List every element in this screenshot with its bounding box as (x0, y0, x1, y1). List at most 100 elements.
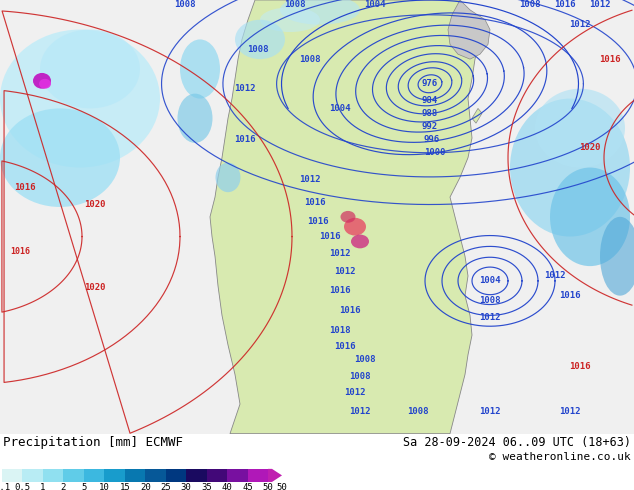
Ellipse shape (0, 29, 160, 168)
Text: © weatheronline.co.uk: © weatheronline.co.uk (489, 452, 631, 462)
Text: 30: 30 (181, 483, 191, 490)
Text: 1016: 1016 (569, 362, 591, 371)
Bar (227, 469, 247, 482)
Text: 50: 50 (262, 483, 273, 490)
Bar (207, 469, 227, 482)
Text: 1004: 1004 (365, 0, 385, 9)
Text: 1020: 1020 (579, 144, 601, 152)
Text: 1004: 1004 (479, 276, 501, 285)
Text: 988: 988 (422, 109, 438, 118)
Text: Precipitation [mm] ECMWF: Precipitation [mm] ECMWF (3, 436, 183, 449)
Text: 1008: 1008 (247, 45, 269, 54)
Text: 996: 996 (424, 135, 440, 145)
Bar (186, 469, 207, 482)
Text: 1016: 1016 (599, 54, 621, 64)
Text: 1016: 1016 (334, 343, 356, 351)
Text: 0.5: 0.5 (15, 483, 30, 490)
Text: 35: 35 (201, 483, 212, 490)
Bar (165, 469, 186, 482)
Text: 1008: 1008 (407, 408, 429, 416)
Text: 1018: 1018 (329, 326, 351, 335)
Ellipse shape (235, 20, 285, 59)
Ellipse shape (178, 94, 212, 143)
Bar (84, 469, 105, 482)
Text: 20: 20 (140, 483, 151, 490)
Bar (22, 469, 43, 482)
Text: 1008: 1008 (354, 355, 376, 364)
Text: 1012: 1012 (344, 388, 366, 397)
Text: 1012: 1012 (349, 408, 371, 416)
Text: 976: 976 (422, 79, 438, 88)
Bar (2, 469, 22, 482)
Ellipse shape (510, 98, 630, 237)
Text: 1016: 1016 (234, 135, 256, 145)
Text: 1000: 1000 (424, 148, 446, 157)
Text: 1016: 1016 (304, 197, 326, 207)
Bar (247, 469, 268, 482)
Text: 1008: 1008 (479, 296, 501, 305)
Text: 1008: 1008 (349, 372, 371, 381)
Ellipse shape (216, 163, 240, 192)
Ellipse shape (0, 108, 120, 207)
Text: 992: 992 (422, 122, 438, 131)
Text: 1004: 1004 (329, 104, 351, 113)
Text: 1008: 1008 (299, 54, 321, 64)
Ellipse shape (180, 39, 220, 98)
Text: 1012: 1012 (479, 313, 501, 322)
Text: 1016: 1016 (559, 291, 581, 300)
Bar (63, 469, 84, 482)
Text: 1012: 1012 (234, 84, 256, 93)
Ellipse shape (260, 7, 320, 32)
Text: 1008: 1008 (284, 0, 306, 9)
Text: 50: 50 (276, 483, 287, 490)
Text: 1016: 1016 (14, 183, 36, 192)
Text: 1012: 1012 (479, 408, 501, 416)
Text: 15: 15 (119, 483, 130, 490)
Bar (105, 469, 125, 482)
Ellipse shape (535, 89, 625, 168)
Text: 1012: 1012 (589, 0, 611, 9)
Text: 1020: 1020 (84, 200, 106, 210)
Text: 1016: 1016 (10, 247, 30, 256)
Text: 1: 1 (40, 483, 46, 490)
Text: 1012: 1012 (334, 267, 356, 275)
Bar (145, 469, 165, 482)
Text: 5: 5 (81, 483, 86, 490)
Text: 1008: 1008 (174, 0, 196, 9)
Text: 1008: 1008 (519, 0, 541, 9)
Text: 1012: 1012 (544, 271, 566, 280)
Ellipse shape (40, 29, 140, 108)
Polygon shape (210, 0, 480, 434)
Ellipse shape (344, 218, 366, 236)
Text: 1016: 1016 (329, 286, 351, 295)
Ellipse shape (351, 235, 369, 248)
Text: 2: 2 (61, 483, 66, 490)
Text: 45: 45 (242, 483, 253, 490)
Text: 1012: 1012 (299, 175, 321, 184)
Text: 0.1: 0.1 (0, 483, 10, 490)
Text: 1016: 1016 (307, 217, 329, 226)
Ellipse shape (280, 0, 360, 24)
Text: 1012: 1012 (329, 249, 351, 258)
Polygon shape (448, 0, 490, 59)
Text: 1016: 1016 (554, 0, 576, 9)
Text: 1012: 1012 (559, 408, 581, 416)
Bar (125, 469, 145, 482)
Ellipse shape (600, 217, 634, 295)
Text: 1016: 1016 (320, 232, 340, 241)
Ellipse shape (39, 79, 51, 89)
Ellipse shape (340, 211, 356, 223)
Text: 1020: 1020 (84, 283, 106, 293)
Bar (43, 469, 63, 482)
Text: 984: 984 (422, 96, 438, 105)
Text: 10: 10 (99, 483, 110, 490)
FancyArrow shape (268, 469, 282, 482)
Text: 1016: 1016 (339, 306, 361, 315)
Text: 25: 25 (160, 483, 171, 490)
Ellipse shape (33, 73, 51, 89)
Text: 40: 40 (222, 483, 233, 490)
Text: 1012: 1012 (569, 20, 591, 29)
Polygon shape (472, 108, 482, 123)
Ellipse shape (550, 168, 630, 266)
Text: Sa 28-09-2024 06..09 UTC (18+63): Sa 28-09-2024 06..09 UTC (18+63) (403, 436, 631, 449)
